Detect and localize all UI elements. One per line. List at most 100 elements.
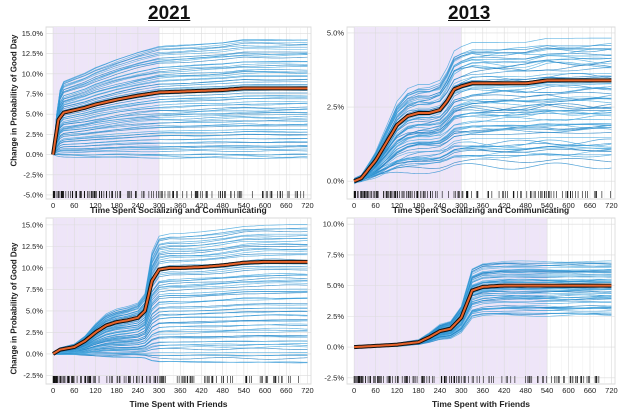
- ice-line: [52, 130, 308, 156]
- y-tick-label: 10.0%: [22, 263, 44, 272]
- ice-line: [353, 57, 612, 182]
- ice-line: [353, 139, 612, 181]
- ice-line: [52, 76, 308, 155]
- x-tick-label: 60: [371, 201, 379, 210]
- ice-line: [52, 290, 308, 355]
- ice-line: [353, 48, 612, 183]
- ice-line: [52, 137, 308, 155]
- ice-line: [52, 237, 308, 354]
- x-tick-label: 240: [434, 201, 447, 210]
- ice-line: [52, 274, 308, 355]
- y-tick-label: 2.5%: [26, 328, 43, 337]
- y-tick-label: 0.0%: [26, 349, 43, 358]
- ice-line: [353, 47, 612, 180]
- ice-line: [52, 95, 308, 155]
- y-tick-label: 15.0%: [22, 29, 44, 38]
- ice-line: [53, 323, 308, 355]
- ice-line: [53, 329, 308, 355]
- x-tick-label: 0: [352, 386, 356, 395]
- ice-line: [52, 51, 308, 155]
- ice-line: [52, 288, 308, 355]
- x-tick-label: 0: [352, 201, 356, 210]
- x-tick-label: 480: [519, 201, 532, 210]
- ice-line: [52, 84, 308, 155]
- ice-line: [52, 96, 308, 155]
- y-tick-label: -5.0%: [23, 190, 43, 199]
- x-tick-label: 540: [238, 201, 251, 210]
- ice-line: [353, 110, 612, 183]
- ice-line: [52, 63, 308, 156]
- ice-line: [353, 110, 612, 181]
- ice-line: [354, 88, 612, 182]
- ice-line: [353, 85, 612, 181]
- ice-line: [354, 158, 612, 184]
- x-tick-label: 480: [519, 386, 532, 395]
- ice-line: [52, 81, 308, 155]
- x-tick-label: 540: [541, 386, 554, 395]
- ice-line: [354, 97, 612, 183]
- y-tick-label: 5.0%: [26, 306, 43, 315]
- x-tick-label: 180: [110, 201, 123, 210]
- y-tick-label: 2.5%: [26, 130, 43, 139]
- ice-line: [53, 319, 308, 355]
- ice-line: [52, 224, 308, 355]
- ice-line: [53, 311, 308, 355]
- ice-line: [52, 92, 308, 155]
- x-tick-label: 180: [110, 386, 123, 395]
- y-tick-label: 7.5%: [26, 285, 43, 294]
- x-tick-label: 420: [195, 201, 208, 210]
- ice-line: [354, 124, 612, 180]
- y-tick-label: 12.5%: [22, 242, 44, 251]
- ice-line: [353, 67, 612, 181]
- x-tick-label: 600: [562, 386, 575, 395]
- ice-line: [354, 109, 612, 179]
- ice-line: [53, 335, 308, 355]
- x-tick-label: 0: [51, 201, 55, 210]
- y-tick-label: 2.5%: [327, 312, 344, 321]
- ice-line: [53, 327, 308, 355]
- ice-line: [353, 103, 612, 181]
- ice-line: [52, 111, 308, 155]
- plot-p1: 0 60 120 180 240 300 360 420 480 540 600 660 720 -5.0…: [22, 26, 314, 215]
- ice-line: [354, 138, 612, 181]
- shaded-range: [354, 218, 548, 384]
- ice-line: [52, 134, 308, 155]
- x-tick-label: 360: [174, 386, 187, 395]
- ice-line: [52, 146, 308, 155]
- x-tick-label: 600: [259, 201, 272, 210]
- y-tick-label: -2.5%: [23, 170, 43, 179]
- ice-line: [52, 297, 308, 355]
- ice-line: [52, 46, 308, 155]
- ice-line: [52, 42, 308, 155]
- x-tick-label: 660: [584, 201, 597, 210]
- ice-line: [53, 352, 308, 360]
- ice-line: [52, 56, 308, 155]
- year-header-right: 2013: [448, 3, 491, 24]
- x-axis-label: Time Spent Socializing and Communicating: [393, 205, 569, 215]
- ice-line: [52, 39, 308, 155]
- ice-line: [52, 64, 308, 155]
- x-axis-label: Time Spent with Friends: [129, 399, 227, 409]
- ice-line: [353, 60, 612, 180]
- x-tick-label: 360: [477, 201, 490, 210]
- x-tick-label: 600: [259, 386, 272, 395]
- plot-p3: 0 60 120 180 240 300 360 420 480 540 600 660 720 -2.5…: [22, 217, 314, 409]
- ice-line: [52, 48, 308, 155]
- y-tick-label: 5.0%: [327, 28, 344, 37]
- y-tick-label: 10.0%: [22, 69, 44, 78]
- shaded-range: [53, 218, 160, 384]
- y-tick-label: 2.5%: [327, 103, 344, 112]
- ice-line: [52, 298, 308, 354]
- x-tick-label: 60: [371, 386, 379, 395]
- ice-line: [353, 55, 612, 182]
- ice-line: [53, 153, 308, 158]
- x-tick-label: 720: [301, 386, 314, 395]
- average-curve: [354, 284, 612, 349]
- ice-line: [52, 307, 308, 355]
- x-tick-label: 240: [132, 386, 145, 395]
- ice-line: [52, 145, 308, 155]
- y-tick-label: 15.0%: [22, 220, 44, 229]
- x-tick-label: 420: [498, 201, 511, 210]
- ice-line: [52, 154, 308, 159]
- ice-line: [52, 117, 308, 155]
